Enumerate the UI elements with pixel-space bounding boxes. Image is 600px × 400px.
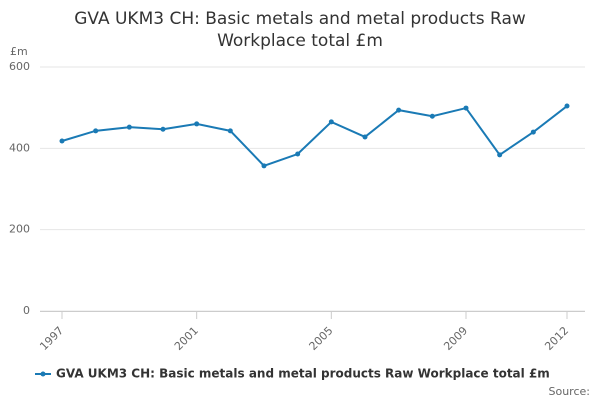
- x-tick-label: 2009: [441, 324, 470, 353]
- data-point: [463, 105, 469, 111]
- y-tick-label: 400: [9, 141, 30, 154]
- y-tick-label: 200: [9, 223, 30, 236]
- legend-label: GVA UKM3 CH: Basic metals and metal prod…: [56, 367, 550, 381]
- series-line: [61, 105, 568, 167]
- data-point: [261, 163, 267, 169]
- data-point: [227, 128, 233, 134]
- x-tick-label: 2001: [172, 324, 201, 353]
- data-point: [93, 128, 99, 134]
- chart-title: GVA UKM3 CH: Basic metals and metal prod…: [74, 9, 526, 51]
- data-point: [295, 151, 301, 157]
- y-axis-label: £m: [10, 45, 28, 58]
- y-tick-label: 0: [23, 304, 30, 317]
- data-point: [497, 152, 503, 158]
- data-point: [328, 119, 334, 125]
- data-point: [396, 107, 402, 113]
- x-tick-label: 1997: [37, 324, 66, 353]
- legend-dot: [40, 371, 46, 377]
- y-tick-label: 600: [9, 60, 30, 73]
- data-point: [160, 126, 166, 132]
- data-point: [429, 113, 435, 119]
- data-point: [126, 124, 132, 130]
- x-tick-label: 2005: [307, 324, 336, 353]
- data-point: [530, 129, 536, 135]
- data-point: [59, 138, 65, 144]
- x-tick-label: 2012: [542, 324, 571, 353]
- data-point: [564, 103, 570, 109]
- data-point: [194, 121, 200, 127]
- source: Source:: [549, 385, 591, 398]
- data-point: [362, 134, 368, 140]
